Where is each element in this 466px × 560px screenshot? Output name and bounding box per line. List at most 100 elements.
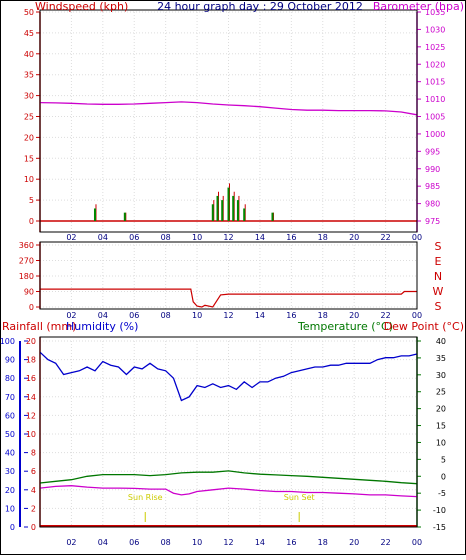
baro-tick-label: 1010 (425, 95, 445, 104)
baro-tick-label: 980 (425, 200, 440, 209)
humidity-tick-label: 80 (5, 374, 15, 383)
baro-tick-label: 985 (425, 182, 440, 191)
wind-tick-label: 20 (24, 133, 34, 142)
wind-tick-label: 15 (24, 154, 34, 163)
humidity-tick-label: 40 (5, 449, 15, 458)
x-tick-label: 04 (98, 538, 108, 547)
compass-label: S (435, 300, 442, 313)
temp-tick-label: 15 (436, 422, 446, 431)
wind-tick-label: 40 (24, 50, 34, 59)
wind-tick-label: 50 (24, 8, 34, 17)
bottom-panel-border (39, 336, 418, 528)
baro-tick-label: 995 (425, 147, 440, 156)
data-layer: Sun Rise Sun Set (39, 101, 418, 527)
compass-label: E (435, 255, 442, 268)
windspeed-axis-title: Windspeed (kph) (35, 0, 128, 13)
direction-tick-label: 180 (19, 272, 34, 281)
temp-tick-label: -15 (433, 523, 446, 532)
compass-label: W (433, 285, 444, 298)
baro-tick-label: 1025 (425, 43, 445, 52)
rain-tick-label: 12 (26, 411, 36, 420)
direction-tick-label: 360 (19, 241, 34, 250)
temp-tick-label: 40 (436, 337, 446, 346)
x-tick-label: 02 (66, 538, 76, 547)
direction-tick-label: 90 (24, 288, 34, 297)
temp-tick-label: -5 (438, 489, 446, 498)
temperature-axis-title: Temperature (°C) (297, 320, 393, 333)
x-tick-label: 14 (255, 311, 265, 320)
rain-tick-label: 18 (26, 356, 36, 365)
rain-tick-label: 6 (31, 467, 36, 476)
dewpoint-axis-title: Dew Point (°C) (384, 320, 464, 333)
wind-tick-label: 35 (24, 71, 34, 80)
rain-tick-label: 4 (31, 486, 36, 495)
temperature-line (39, 470, 418, 485)
rain-tick-label: 10 (26, 430, 36, 439)
x-tick-label: 18 (318, 311, 328, 320)
temp-tick-label: 35 (436, 354, 446, 363)
baro-tick-label: 1020 (425, 60, 445, 69)
baro-tick-label: 990 (425, 165, 440, 174)
temp-tick-label: 0 (441, 472, 446, 481)
wind-tick-label: 10 (24, 175, 34, 184)
sunrise-label: Sun Rise (128, 493, 163, 502)
x-tick-label: 08 (161, 538, 171, 547)
x-tick-label: 02 (66, 311, 76, 320)
chart-title: 24 hour graph day : 29 October 2012 (157, 0, 363, 13)
x-tick-label: 10 (192, 233, 202, 242)
x-tick-label: 20 (349, 311, 359, 320)
x-tick-label: 06 (129, 311, 139, 320)
humidity-tick-label: 0 (10, 523, 15, 532)
humidity-tick-label: 100 (0, 337, 15, 346)
baro-tick-label: 1005 (425, 113, 445, 122)
humidity-tick-label: 70 (5, 393, 15, 402)
rain-tick-label: 16 (26, 374, 36, 383)
x-tick-label: 22 (380, 233, 390, 242)
x-tick-label: 00 (412, 311, 422, 320)
humidity-line (39, 351, 418, 402)
baro-tick-label: 1015 (425, 78, 445, 87)
sunset-label: Sun Set (284, 493, 315, 502)
x-tick-label: 08 (161, 311, 171, 320)
temp-tick-label: 30 (436, 371, 446, 380)
x-tick-label: 16 (286, 311, 296, 320)
x-tick-label: 12 (223, 311, 233, 320)
humidity-tick-label: 50 (5, 430, 15, 439)
x-tick-label: 00 (412, 538, 422, 547)
x-tick-label: 12 (223, 538, 233, 547)
barometer-axis-title: Barometer (hpa) (373, 0, 464, 13)
rainfall-axis-title: Rainfall (mm) (2, 320, 76, 333)
x-tick-label: 20 (349, 233, 359, 242)
humidity-tick-label: 10 (5, 504, 15, 513)
direction-line (40, 288, 417, 308)
wind-tick-label: 45 (24, 29, 34, 38)
direction-tick-label: 0 (29, 303, 34, 312)
x-tick-label: 18 (318, 233, 328, 242)
direction-tick-label: 270 (19, 257, 34, 266)
compass-label: N (434, 270, 442, 283)
x-tick-label: 16 (286, 538, 296, 547)
humidity-axis-title: Humidity (%) (66, 320, 138, 333)
barometer-line (39, 101, 418, 116)
x-tick-label: 12 (223, 233, 233, 242)
x-tick-label: 14 (255, 538, 265, 547)
top-panel-border (39, 9, 418, 233)
humidity-tick-label: 90 (5, 356, 15, 365)
rain-tick-label: 20 (26, 337, 36, 346)
baro-tick-label: 1035 (425, 8, 445, 17)
x-tick-label: 08 (161, 233, 171, 242)
x-tick-label: 16 (286, 233, 296, 242)
direction-panel-border (39, 241, 418, 310)
x-tick-label: 04 (98, 311, 108, 320)
x-tick-label: 18 (318, 538, 328, 547)
humidity-tick-label: 20 (5, 486, 15, 495)
baro-tick-label: 1030 (425, 25, 445, 34)
x-tick-label: 06 (129, 233, 139, 242)
rain-tick-label: 0 (31, 523, 36, 532)
x-tick-label: 22 (380, 538, 390, 547)
wind-tick-label: 25 (24, 113, 34, 122)
baro-tick-label: 975 (425, 217, 440, 226)
wind-tick-label: 5 (29, 196, 34, 205)
